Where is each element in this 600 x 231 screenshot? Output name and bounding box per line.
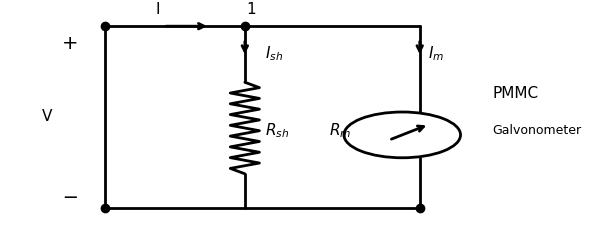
- Text: ─: ─: [64, 189, 76, 208]
- Text: $R_m$: $R_m$: [329, 121, 352, 140]
- Text: +: +: [62, 34, 78, 53]
- Text: $R_{sh}$: $R_{sh}$: [265, 121, 289, 140]
- Text: I: I: [155, 2, 160, 17]
- Text: 1: 1: [246, 2, 256, 17]
- Text: $I_m$: $I_m$: [428, 44, 445, 63]
- Text: V: V: [41, 109, 52, 124]
- Text: $I_{sh}$: $I_{sh}$: [265, 44, 283, 63]
- Text: PMMC: PMMC: [493, 86, 539, 101]
- Text: Galvonometer: Galvonometer: [493, 124, 582, 137]
